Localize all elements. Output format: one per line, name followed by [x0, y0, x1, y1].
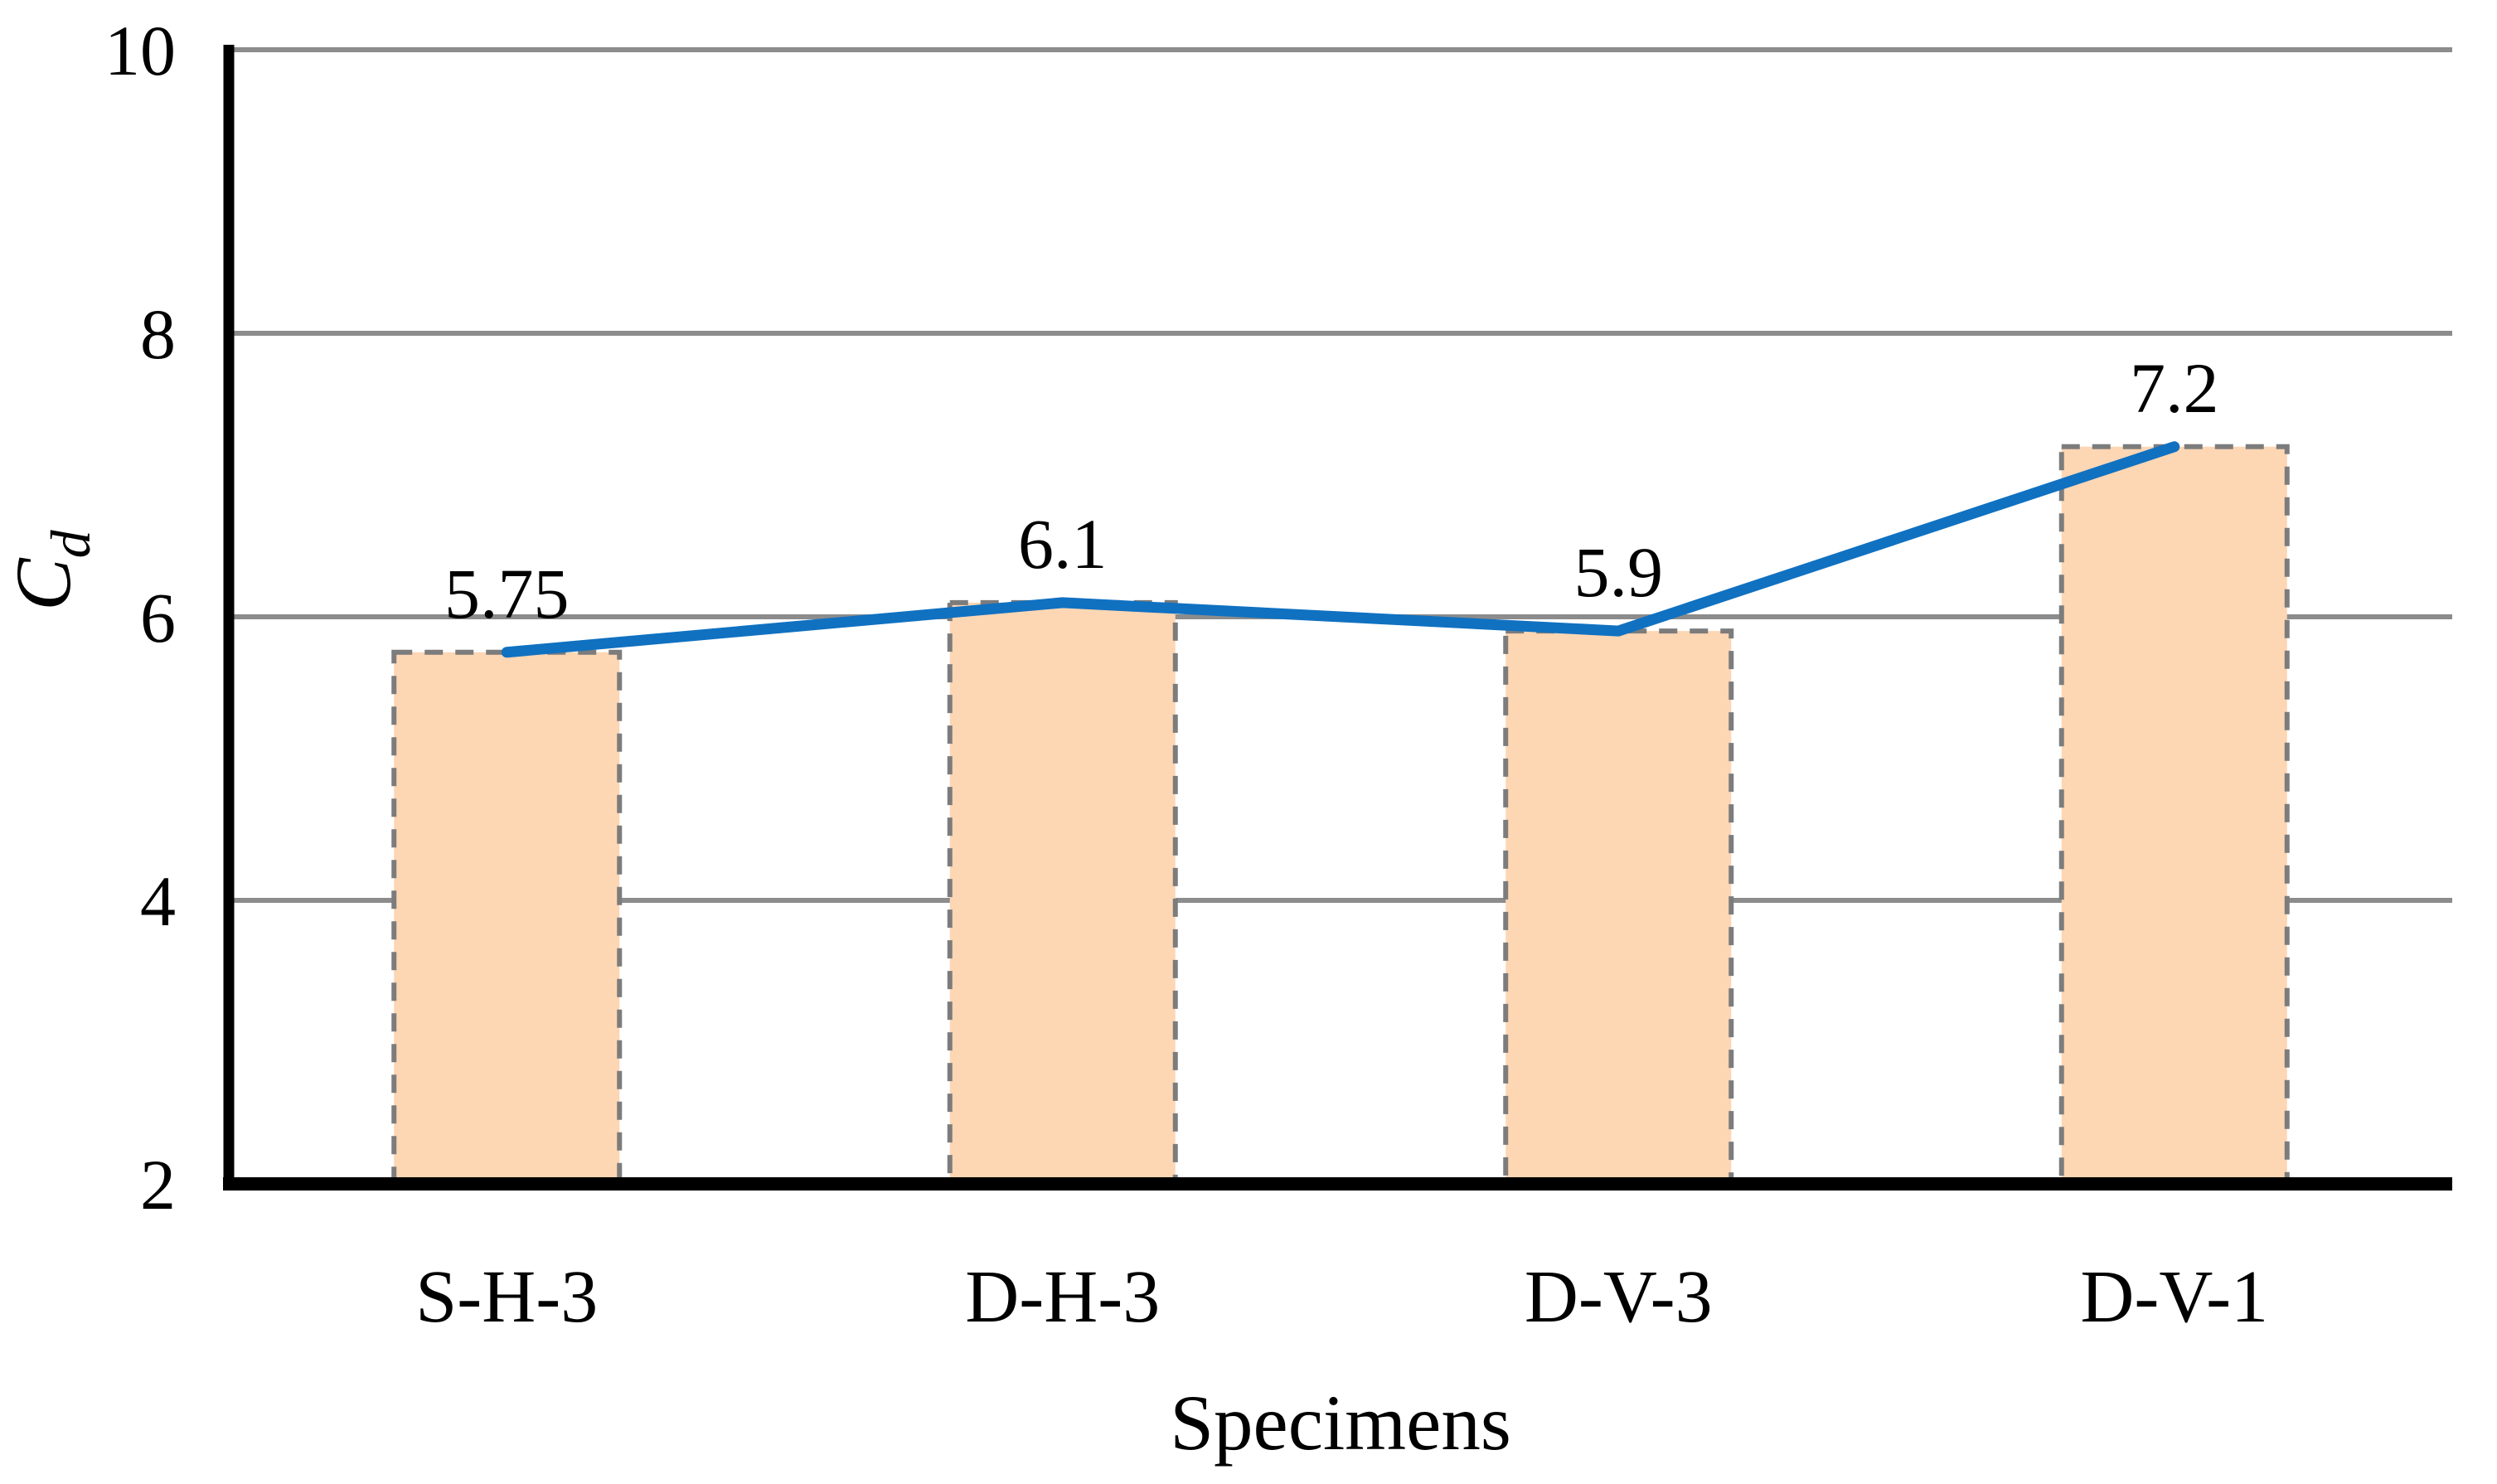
data-label-D-V-1: 7.2	[2130, 348, 2219, 428]
trend-line	[501, 441, 2180, 658]
bar-D-V-1	[2058, 444, 2290, 1186]
y-axis-title-sub: d	[39, 529, 102, 558]
x-axis-title: Specimens	[1170, 1379, 1511, 1467]
x-tick-label-D-V-1: D-V-1	[2080, 1256, 2268, 1338]
y-axis-title-main: C	[0, 557, 87, 611]
bar-D-H-3	[947, 599, 1178, 1186]
data-label-S-H-3: 5.75	[444, 554, 570, 633]
y-tick-label-6: 6	[140, 578, 176, 657]
bar-D-V-3	[1503, 628, 1734, 1186]
y-tick-label-10: 10	[104, 11, 176, 90]
y-axis-title: Cd	[0, 529, 102, 610]
y-tick-label-4: 4	[140, 861, 176, 941]
x-tick-label-D-H-3: D-H-3	[965, 1256, 1160, 1338]
y-tick-label-8: 8	[140, 294, 176, 374]
y-tick-label-2: 2	[140, 1145, 176, 1225]
data-label-D-H-3: 6.1	[1018, 504, 1108, 584]
data-label-D-V-3: 5.9	[1574, 532, 1664, 612]
x-tick-label-D-V-3: D-V-3	[1525, 1256, 1713, 1338]
x-tick-label-S-H-3: S-H-3	[415, 1256, 598, 1338]
bar-S-H-3	[391, 649, 623, 1186]
